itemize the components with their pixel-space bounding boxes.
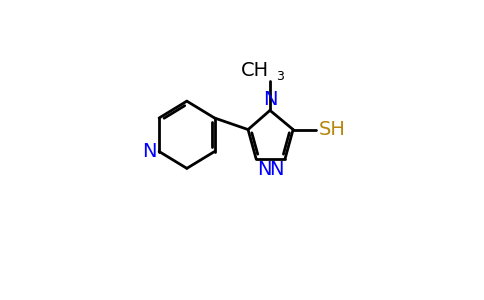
Text: N: N [142,142,157,161]
Text: N: N [270,160,284,179]
Text: 3: 3 [276,70,284,83]
Text: SH: SH [319,120,346,139]
Text: CH: CH [241,61,269,80]
Text: N: N [257,160,272,179]
Text: N: N [263,90,277,109]
